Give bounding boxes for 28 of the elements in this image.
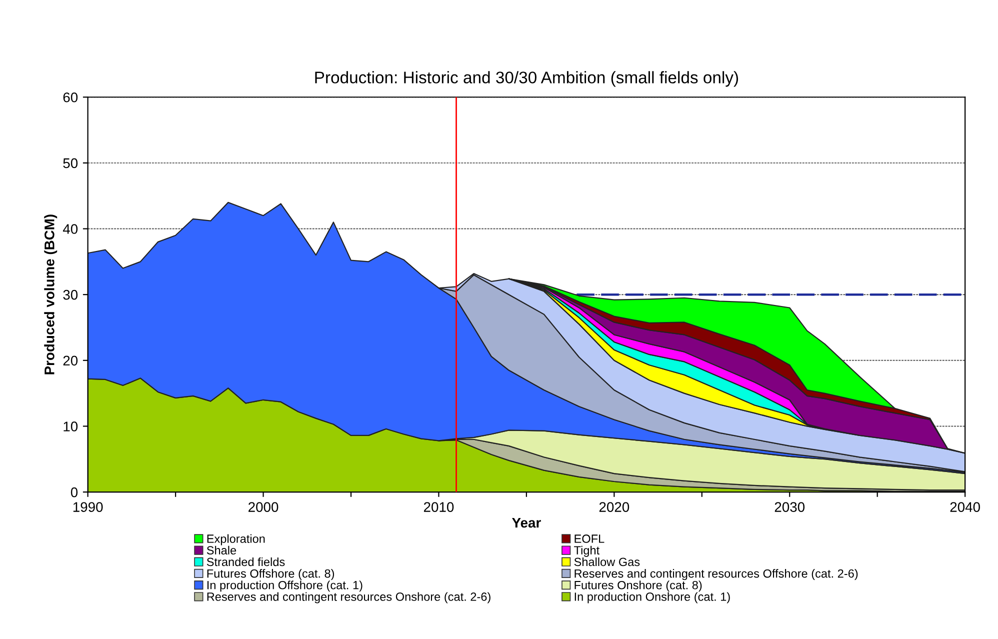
x-tick-label: 2010	[424, 502, 454, 512]
legend-label: Exploration	[207, 534, 265, 546]
legend-label: Reserves and contingent resources Onshore (cat. 2-6)	[207, 592, 490, 604]
legend-label: EOFL	[574, 534, 604, 543]
legend-label: Shallow Gas	[574, 557, 640, 566]
y-tick-label: 50	[63, 158, 78, 168]
y-tick-label: 60	[63, 92, 78, 102]
y-tick-label: 0	[70, 487, 78, 498]
x-tick-label: 1990	[73, 502, 103, 512]
legend-label: Shale	[206, 546, 236, 555]
legend-label: Futures Onshore (cat. 8)	[574, 580, 702, 592]
x-tick-label: 2000	[248, 502, 278, 512]
y-tick-label: 10	[64, 422, 78, 432]
legend-label: Tight	[574, 546, 600, 557]
x-tick-label: 2030	[774, 502, 805, 512]
y-tick-label: 30	[63, 290, 78, 300]
chart-title: Production: Historic and 30/30 Ambition (small fields only)	[315, 71, 738, 87]
legend-label: In production Onshore (cat. 1)	[574, 592, 730, 604]
y-tick-label: 40	[62, 224, 78, 234]
legend-label: Reserves and contingent resources Offshore (cat. 2-6)	[574, 569, 858, 580]
x-axis-title: Year	[512, 518, 541, 528]
legend-label: Stranded fields	[206, 557, 285, 566]
x-tick-label: 2040	[950, 502, 980, 512]
x-tick-label: 2020	[599, 502, 630, 512]
y-tick-label: 20	[63, 356, 78, 366]
legend-label: In production Offshore (cat. 1)	[207, 580, 362, 592]
y-axis-title: Produced volume (BCM)	[44, 214, 58, 374]
legend-label: Futures Offshore (cat. 8)	[207, 569, 334, 580]
